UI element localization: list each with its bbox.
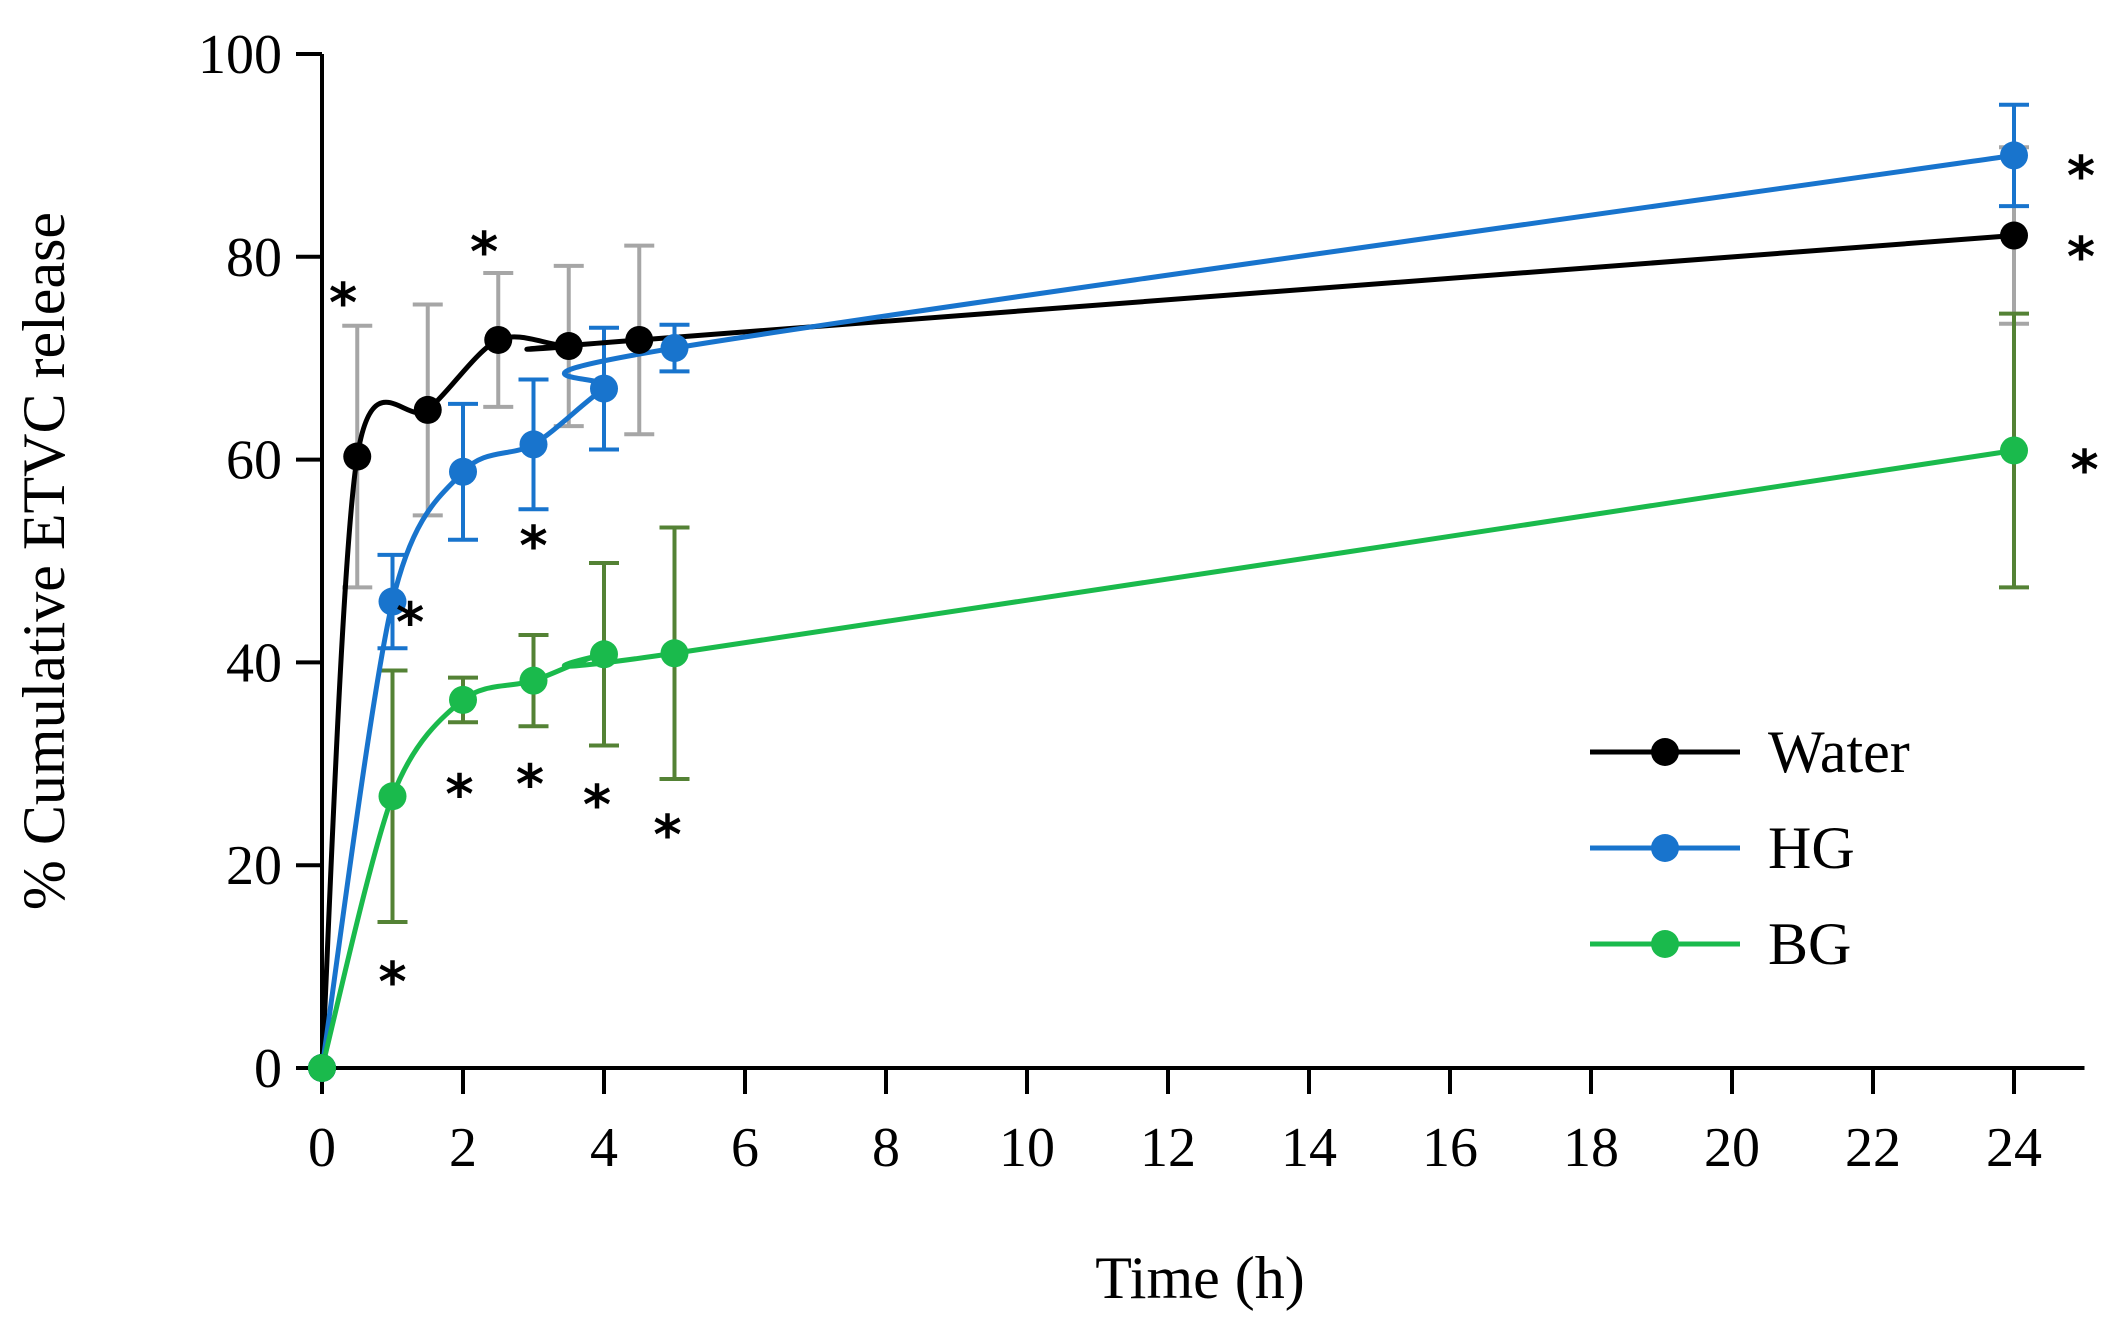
bg-data-point	[519, 666, 548, 695]
legend-label-hg: HG	[1768, 815, 1855, 881]
series-markers	[308, 141, 2028, 1082]
y-tick-label: 60	[226, 430, 282, 492]
bg-data-point	[378, 782, 407, 811]
x-tick-label: 24	[1986, 1117, 2042, 1179]
significance-asterisk: *	[329, 271, 357, 334]
bg-data-point	[2000, 436, 2028, 465]
water-data-point	[343, 442, 372, 471]
y-tick-label: 100	[198, 24, 282, 86]
significance-asterisk: *	[470, 221, 498, 284]
legend: Water HG BG	[1590, 719, 1910, 977]
x-tick-label: 12	[1140, 1117, 1196, 1179]
bg-data-point	[449, 685, 477, 714]
bg-data-point	[660, 639, 689, 668]
water-data-point	[413, 395, 442, 424]
water-data-point	[2000, 221, 2028, 250]
x-tick-label: 20	[1704, 1117, 1760, 1179]
significance-asterisk: *	[516, 753, 544, 816]
axes	[296, 54, 2085, 1070]
hg-data-point	[378, 587, 407, 616]
significance-asterisk: *	[378, 951, 406, 1014]
significance-asterisk: *	[2070, 439, 2098, 502]
x-tick-label: 0	[308, 1117, 336, 1179]
x-ticks: 0 2 4 6 8 10 12 14 16 18 20 22 24	[308, 1068, 2042, 1179]
y-tick-label: 0	[254, 1038, 282, 1100]
bg-data-point	[590, 640, 618, 669]
water-data-point	[625, 325, 654, 354]
hg-data-point	[2000, 141, 2028, 170]
x-tick-label: 22	[1845, 1117, 1901, 1179]
x-tick-label: 6	[731, 1117, 759, 1179]
significance-asterisk: *	[396, 591, 424, 654]
legend-label-bg: BG	[1768, 911, 1851, 977]
hg-data-point	[519, 430, 548, 459]
x-tick-label: 8	[872, 1117, 900, 1179]
x-tick-label: 10	[999, 1117, 1055, 1179]
y-tick-label: 80	[226, 227, 282, 289]
significance-asterisk: *	[2067, 226, 2095, 289]
significance-asterisk: *	[653, 804, 681, 867]
significance-annotations: * * * * * * * * * * * *	[329, 145, 2099, 1014]
x-axis-title: Time (h)	[1095, 1245, 1304, 1311]
legend-label-water: Water	[1768, 719, 1910, 785]
bg-series-line	[319, 448, 2015, 1069]
water-series-line	[319, 233, 2015, 1069]
significance-asterisk: *	[519, 515, 547, 578]
x-tick-label: 14	[1281, 1117, 1337, 1179]
significance-asterisk: *	[445, 763, 473, 826]
hg-data-point	[590, 374, 618, 403]
water-data-point	[554, 332, 583, 361]
bg-data-point	[308, 1054, 336, 1082]
x-tick-label: 18	[1563, 1117, 1619, 1179]
y-ticks: 0 20 40 60 80 100	[198, 24, 322, 1100]
hg-data-point	[660, 334, 689, 363]
legend-marker-bg	[1651, 930, 1679, 958]
x-tick-label: 2	[449, 1117, 477, 1179]
hg-data-point	[449, 457, 477, 486]
x-tick-label: 4	[590, 1117, 618, 1179]
legend-marker-hg	[1651, 834, 1679, 862]
legend-marker-water	[1651, 738, 1679, 766]
y-tick-label: 20	[226, 835, 282, 897]
water-data-point	[484, 325, 513, 354]
hg-series-line	[319, 152, 2015, 1069]
y-axis-title: % Cumulative ETVC release	[11, 212, 77, 910]
significance-asterisk: *	[2067, 145, 2095, 208]
series-lines	[319, 152, 2015, 1069]
x-tick-label: 16	[1422, 1117, 1478, 1179]
significance-asterisk: *	[583, 773, 611, 836]
y-tick-label: 40	[226, 632, 282, 694]
